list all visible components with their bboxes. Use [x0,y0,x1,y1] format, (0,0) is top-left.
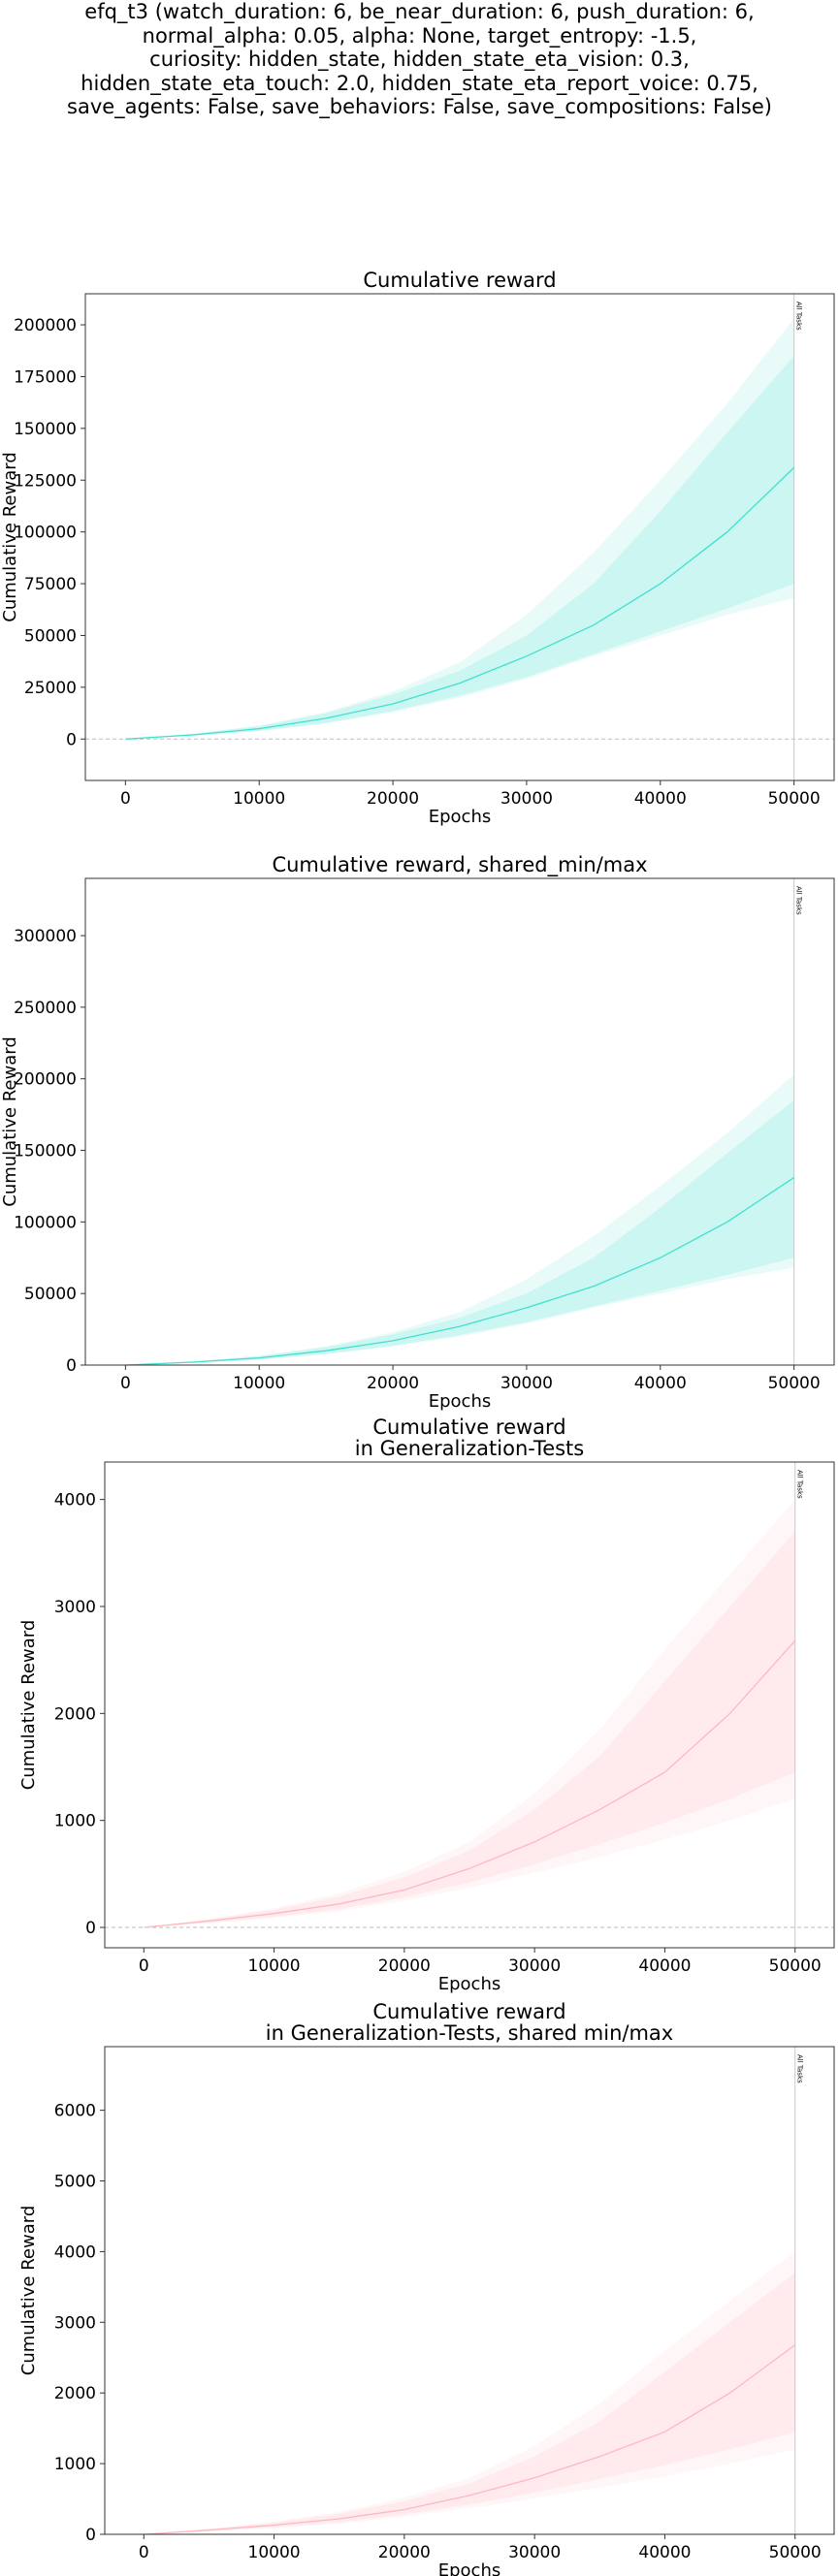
x-tick-label: 10000 [248,2543,301,2562]
confidence-band [144,2251,795,2534]
y-tick-label: 1000 [54,1812,96,1831]
y-tick-label: 6000 [54,2102,96,2121]
plot-frame [84,877,835,1366]
x-tick-label: 0 [139,1956,149,1976]
y-tick-label: 0 [66,1356,77,1376]
x-tick-label: 30000 [508,2543,561,2562]
chart-title: Cumulative reward [372,1415,565,1439]
y-tick-label: 150000 [14,1142,77,1161]
x-tick-label: 30000 [500,789,553,809]
y-tick-label: 2000 [54,1704,96,1724]
chart-panel: All Tasks 0 10000 20000 30000 40000 50000 0 5000… [0,853,835,1412]
y-axis-label: Cumulative Reward [0,1036,20,1207]
task-marker-label: All Tasks [795,302,803,331]
y-tick-label: 4000 [54,1491,96,1511]
y-tick-label: 75000 [24,575,77,594]
x-tick-label: 0 [120,1374,131,1393]
chart-title: in Generalization-Tests, shared min/max [266,2021,673,2045]
chart-title: in Generalization-Tests [355,1437,584,1460]
chart-panel: All Tasks 0 10000 20000 30000 40000 50000 0 2500… [0,269,835,827]
y-tick-label: 100000 [14,1213,77,1232]
x-tick-label: 0 [120,789,131,809]
suptitle-line: hidden_state_eta_touch: 2.0, hidden_stat… [81,71,758,95]
chart-panel: All Tasks 0 10000 20000 30000 40000 50000 0 1000… [18,2000,835,2576]
figure-suptitle: efq_t3 (watch_duration: 6, be_near_durat… [0,0,839,119]
task-marker-label: All Tasks [796,1470,804,1499]
chart-title: Cumulative reward [372,2000,565,2023]
confidence-band [144,1531,795,1927]
y-tick-label: 0 [85,1919,96,1938]
confidence-band [125,318,794,740]
x-tick-label: 40000 [638,1956,691,1976]
suptitle-line: normal_alpha: 0.05, alpha: None, target_… [142,23,697,48]
x-axis-label: Epochs [438,2560,501,2576]
confidence-band [125,1074,794,1365]
y-tick-label: 300000 [14,927,77,946]
x-tick-label: 30000 [508,1956,561,1976]
task-marker-label: All Tasks [796,2054,804,2083]
y-tick-label: 200000 [14,1070,77,1090]
task-marker-label: All Tasks [795,886,803,915]
confidence-band [125,1099,794,1365]
y-tick-label: 3000 [54,2313,96,2333]
chart-title: Cumulative reward [363,269,556,292]
y-tick-label: 25000 [24,679,77,698]
series-line [144,1639,796,1928]
x-tick-label: 40000 [634,1374,687,1393]
plot-frame [104,2046,835,2535]
suptitle-line: efq_t3 (watch_duration: 6, be_near_durat… [84,0,755,23]
x-tick-label: 20000 [367,1374,419,1393]
suptitle-line: save_agents: False, save_behaviors: Fals… [67,95,772,118]
x-tick-label: 10000 [233,789,285,809]
x-tick-label: 50000 [769,1956,822,1976]
y-tick-label: 4000 [54,2242,96,2262]
x-tick-label: 50000 [768,789,821,809]
y-tick-label: 50000 [24,1285,77,1304]
y-tick-label: 3000 [54,1598,96,1617]
y-axis-label: Cumulative Reward [18,2206,39,2376]
x-tick-label: 50000 [769,2543,822,2562]
suptitle-line: curiosity: hidden_state, hidden_state_et… [149,48,690,71]
confidence-band [144,2273,795,2534]
y-tick-label: 50000 [24,626,77,646]
x-axis-label: Epochs [438,1974,501,1994]
confidence-band [125,356,794,740]
x-tick-label: 10000 [248,1956,301,1976]
x-axis-label: Epochs [429,807,492,827]
x-tick-label: 10000 [233,1374,285,1393]
y-axis-label: Cumulative Reward [0,452,20,622]
series-line [125,1177,794,1366]
confidence-band [144,1499,795,1927]
x-tick-label: 50000 [768,1374,821,1393]
y-tick-label: 0 [85,2526,96,2545]
y-tick-label: 2000 [54,2384,96,2403]
y-tick-label: 200000 [14,316,77,335]
x-tick-label: 40000 [634,789,687,809]
x-tick-label: 20000 [367,789,419,809]
x-tick-label: 30000 [500,1374,553,1393]
y-tick-label: 100000 [14,524,77,543]
y-tick-label: 5000 [54,2173,96,2192]
y-tick-label: 175000 [14,367,77,387]
y-tick-label: 250000 [14,999,77,1018]
plot-frame [84,293,835,781]
x-tick-label: 20000 [378,2543,431,2562]
y-tick-label: 150000 [14,420,77,439]
chart-title: Cumulative reward, shared_min/max [272,853,647,877]
x-tick-label: 20000 [378,1956,431,1976]
y-tick-label: 0 [66,730,77,749]
x-axis-label: Epochs [429,1391,492,1412]
x-tick-label: 40000 [638,2543,691,2562]
y-tick-label: 125000 [14,471,77,491]
plot-frame [104,1461,835,1949]
chart-panel: All Tasks 0 10000 20000 30000 40000 50000 0 1000… [18,1415,835,1994]
x-tick-label: 0 [139,2543,149,2562]
y-axis-label: Cumulative Reward [18,1620,39,1791]
y-tick-label: 1000 [54,2455,96,2474]
